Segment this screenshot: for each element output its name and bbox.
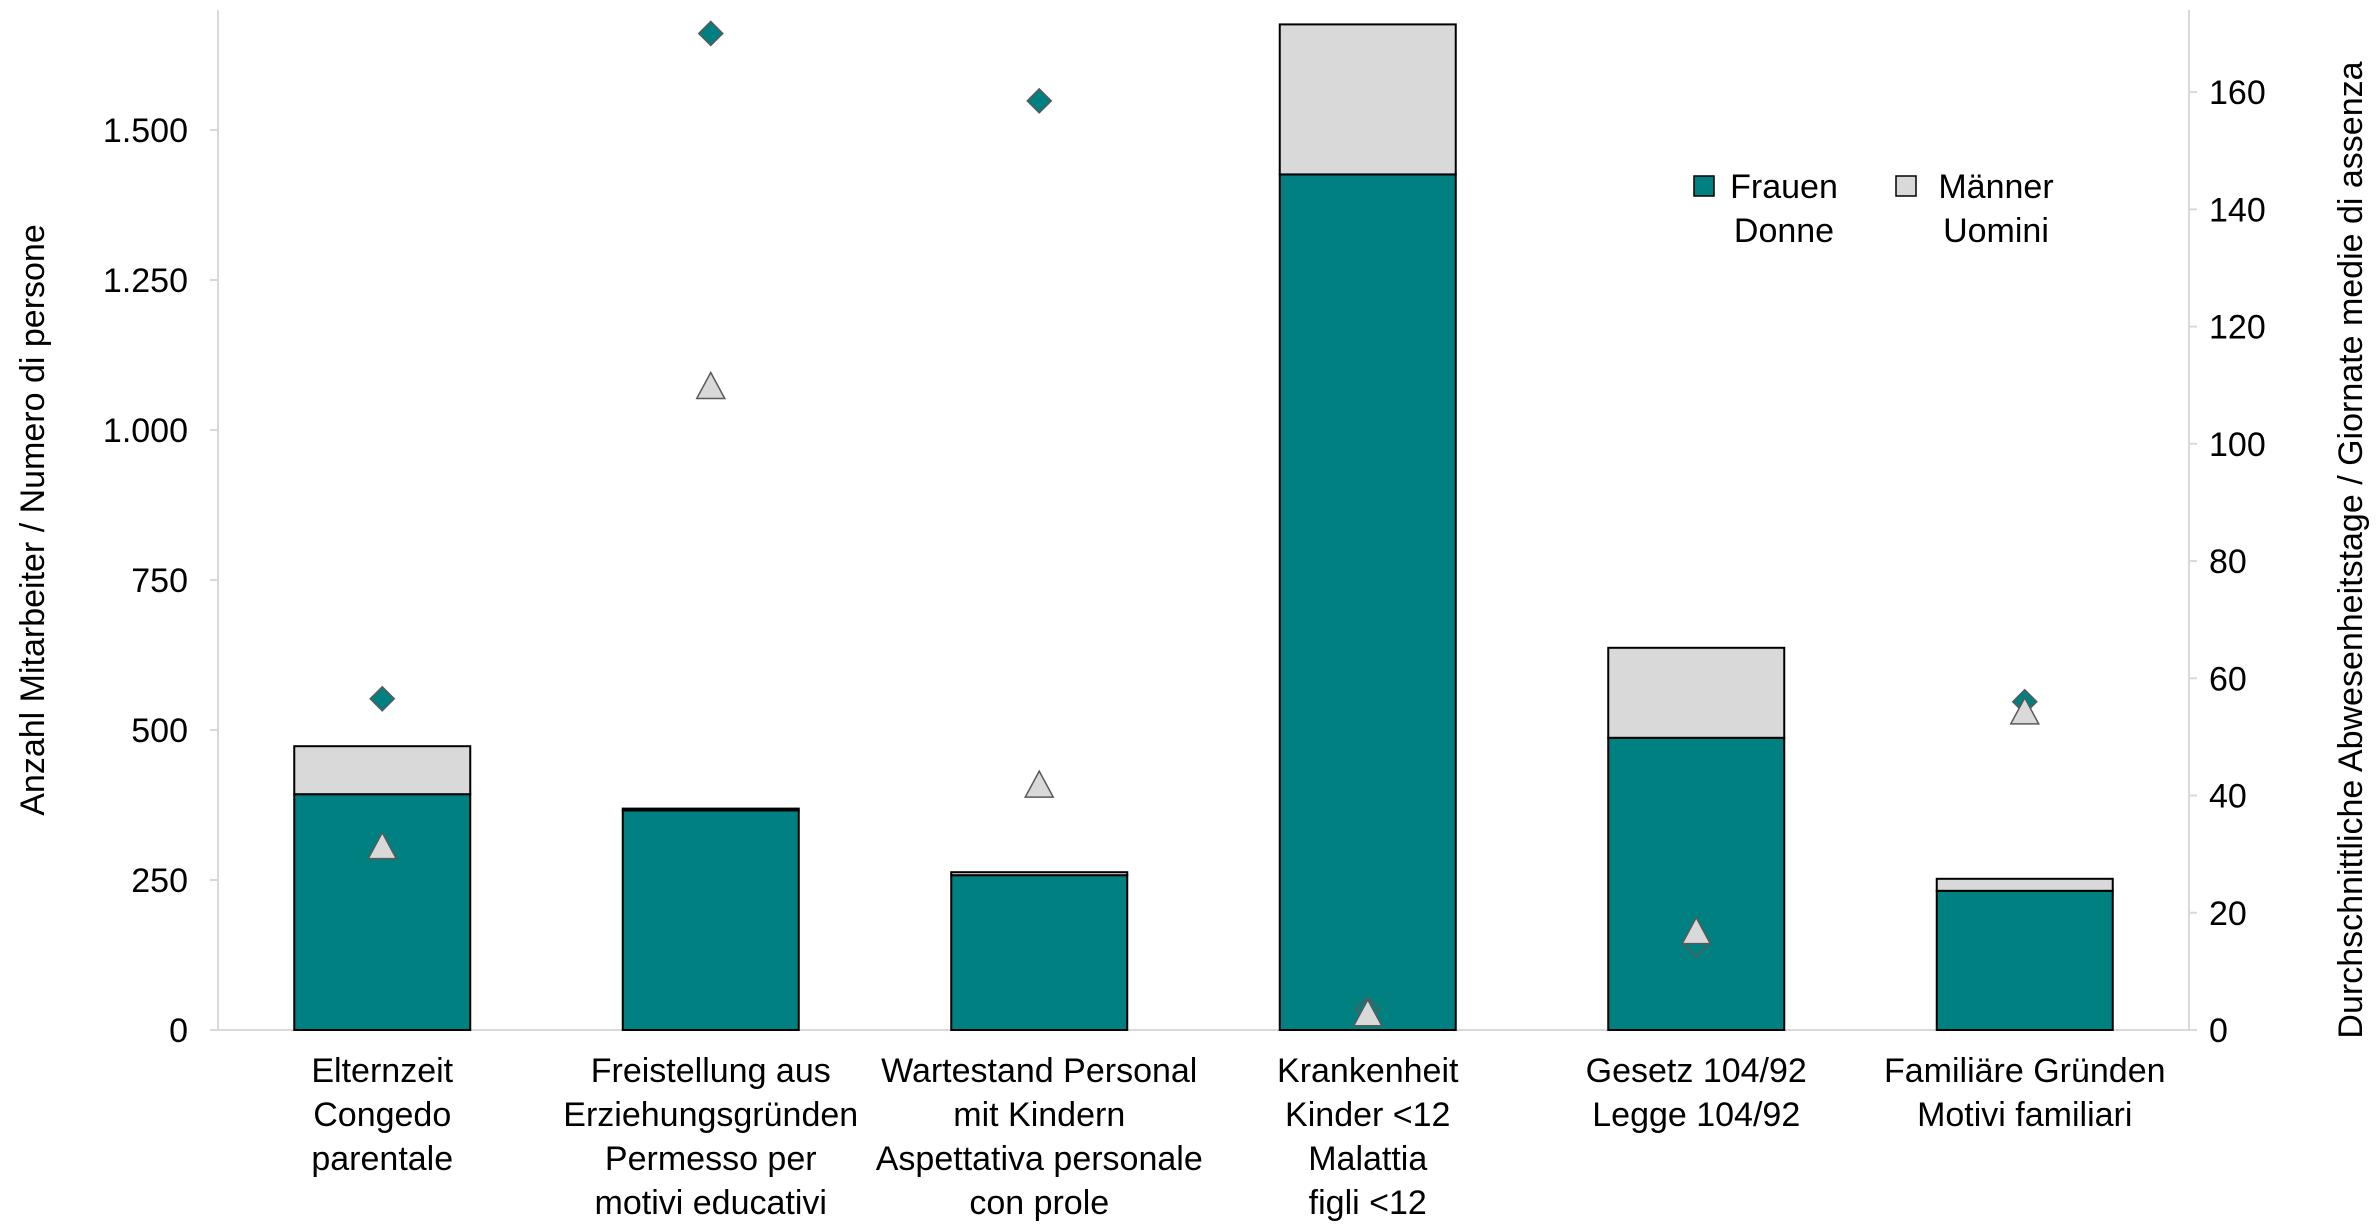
right-tick-label: 140 — [2209, 191, 2266, 229]
left-tick-label: 1.500 — [103, 112, 188, 150]
category-label: motivi educativi — [595, 1184, 827, 1222]
legend-label-maenner: Männer — [1938, 168, 2053, 206]
category-label: Krankenheit — [1277, 1052, 1459, 1090]
triangle-marker-maenner — [697, 373, 725, 399]
right-tick-label: 120 — [2209, 309, 2266, 347]
right-tick-label: 60 — [2209, 660, 2247, 698]
triangle-marker-maenner — [1025, 771, 1053, 797]
category-label: Elternzeit — [311, 1052, 453, 1090]
right-tick-label: 20 — [2209, 895, 2247, 933]
bar-maenner — [294, 746, 470, 794]
bar-maenner — [623, 809, 799, 811]
right-tick-label: 0 — [2209, 1012, 2228, 1050]
bar-frauen — [294, 794, 470, 1030]
bar-maenner — [1937, 879, 2113, 891]
right-tick-label: 100 — [2209, 426, 2266, 464]
left-tick-label: 750 — [131, 562, 188, 600]
category-label: figli <12 — [1309, 1184, 1427, 1222]
left-tick-label: 250 — [131, 862, 188, 900]
left-tick-label: 500 — [131, 712, 188, 750]
legend-swatch-frauen — [1694, 176, 1714, 196]
legend-label-maenner: Uomini — [1943, 212, 2049, 250]
legend-label-frauen: Donne — [1734, 212, 1834, 250]
left-axis-title: Anzahl Mitarbeiter / Numero di persone — [14, 224, 52, 816]
bar-maenner — [1608, 648, 1784, 738]
diamond-marker-frauen — [370, 687, 394, 711]
category-label: Malattia — [1308, 1140, 1427, 1178]
bar-frauen — [1280, 174, 1456, 1030]
right-tick-label: 160 — [2209, 74, 2266, 112]
category-label: Motivi familiari — [1917, 1096, 2132, 1134]
category-label: Legge 104/92 — [1592, 1096, 1800, 1134]
category-label: Freistellung aus — [591, 1052, 831, 1090]
bar-frauen — [951, 875, 1127, 1030]
bar-maenner — [951, 872, 1127, 875]
diamond-marker-frauen — [1027, 89, 1051, 113]
diamond-marker-frauen — [699, 21, 723, 45]
category-label: parentale — [311, 1140, 453, 1178]
legend-label-frauen: Frauen — [1730, 168, 1838, 206]
category-label: Aspettativa personale — [876, 1140, 1203, 1178]
left-tick-label: 0 — [169, 1012, 188, 1050]
bar-frauen — [623, 810, 799, 1030]
left-tick-label: 1.000 — [103, 412, 188, 450]
category-label: Erziehungsgründen — [563, 1096, 858, 1134]
category-label: mit Kindern — [953, 1096, 1125, 1134]
category-label: Gesetz 104/92 — [1586, 1052, 1807, 1090]
category-label: con prole — [969, 1184, 1109, 1222]
left-tick-label: 1.250 — [103, 262, 188, 300]
right-axis-title: Durchschnittliche Abwesenheitstage / Gio… — [2332, 61, 2370, 1038]
right-tick-label: 40 — [2209, 778, 2247, 816]
bar-frauen — [1608, 738, 1784, 1030]
category-label: Familiäre Gründen — [1884, 1052, 2166, 1090]
category-label: Kinder <12 — [1285, 1096, 1450, 1134]
category-label: Wartestand Personal — [881, 1052, 1197, 1090]
bar-frauen — [1937, 891, 2113, 1030]
category-label: Permesso per — [605, 1140, 817, 1178]
bar-maenner — [1280, 24, 1456, 174]
category-label: Congedo — [313, 1096, 451, 1134]
right-tick-label: 80 — [2209, 543, 2247, 581]
legend-swatch-maenner — [1896, 176, 1916, 196]
